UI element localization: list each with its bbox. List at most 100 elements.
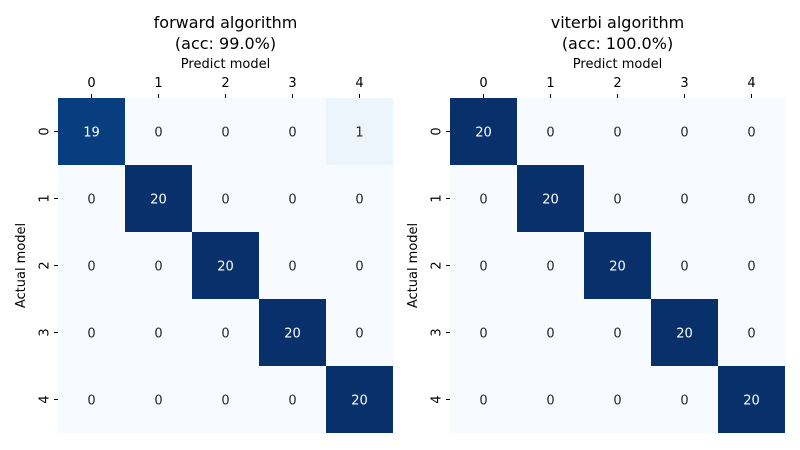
y-axis-label: Actual model [406,223,421,308]
x-tick-label: 1 [546,76,554,91]
heatmap-cell [125,366,192,433]
y-tick-label: 1 [38,194,53,202]
heatmap-cell [259,299,326,366]
cell-value-label: 0 [221,394,229,409]
y-tick-label: 0 [430,127,445,135]
cell-value-label: 0 [680,193,688,208]
heatmap-cell [517,98,584,165]
cell-value-label: 0 [154,126,162,141]
cell-value-label: 0 [613,327,621,342]
heatmap-panel-0: forward algorithm (acc: 99.0%) Predict mod… [14,13,393,433]
cell-value-label: 1 [355,126,363,141]
y-tick-label: 4 [38,395,53,403]
heatmap-cell [259,165,326,232]
heatmap-cell [651,299,718,366]
cell-value-label: 19 [83,126,100,141]
cell-value-label: 20 [284,327,301,342]
cell-value-label: 0 [613,126,621,141]
x-tick-label: 3 [680,76,688,91]
heatmap-cell [326,299,393,366]
cell-value-label: 0 [546,327,554,342]
y-tick-label: 0 [38,127,53,135]
heatmap-cell [584,98,651,165]
cell-value-label: 0 [613,394,621,409]
chart-title-line-0: forward algorithm [154,13,298,32]
y-tick-label: 2 [38,261,53,269]
heatmap-cell [326,165,393,232]
heatmap-cell [450,366,517,433]
heatmap-cell [125,299,192,366]
cell-value-label: 20 [475,126,492,141]
cell-value-label: 0 [546,126,554,141]
cell-value-label: 0 [747,327,755,342]
heatmap-cell [718,232,785,299]
cell-value-label: 0 [680,260,688,275]
heatmap-cell [651,165,718,232]
heatmap-cell [584,299,651,366]
cell-value-label: 20 [217,260,234,275]
cell-value-label: 0 [221,193,229,208]
x-tick-label: 3 [288,76,296,91]
cell-value-label: 0 [154,260,162,275]
cell-value-label: 0 [680,126,688,141]
heatmap-cell [58,366,125,433]
heatmap-cell [58,232,125,299]
y-tick-label: 3 [430,328,445,336]
cell-value-label: 0 [87,193,95,208]
cell-value-label: 0 [747,126,755,141]
x-tick-label: 2 [613,76,621,91]
cell-value-label: 0 [221,126,229,141]
cell-value-label: 0 [479,193,487,208]
heatmap-cell [192,98,259,165]
cell-value-label: 0 [747,193,755,208]
heatmap-cell [584,165,651,232]
cell-value-label: 0 [479,394,487,409]
y-tick-label: 1 [430,194,445,202]
heatmap-panel-1: viterbi algorithm (acc: 100.0%) Predict mo… [406,13,785,433]
cell-value-label: 0 [288,394,296,409]
y-tick-label: 4 [430,395,445,403]
heatmap-cell [58,98,125,165]
heatmap-cell [125,232,192,299]
heatmap-cell [192,366,259,433]
x-tick-label: 4 [747,76,755,91]
cell-value-label: 20 [351,394,368,409]
cell-value-label: 0 [87,260,95,275]
x-axis-label: Predict model [573,57,662,72]
heatmap-cell [192,232,259,299]
heatmap-cell [718,98,785,165]
heatmap-cell [718,366,785,433]
heatmap-cell [450,98,517,165]
heatmap-cell [125,165,192,232]
heatmap-cell [651,366,718,433]
heatmap-cell [58,165,125,232]
heatmap-cell [259,98,326,165]
cell-value-label: 0 [613,193,621,208]
cell-value-label: 0 [87,394,95,409]
heatmap-cell [517,232,584,299]
x-tick-label: 0 [479,76,487,91]
cell-value-label: 0 [221,327,229,342]
y-tick-label: 3 [38,328,53,336]
cell-value-label: 0 [288,260,296,275]
heatmap-cell [517,299,584,366]
cell-value-label: 0 [680,394,688,409]
chart-title-line-0: viterbi algorithm [551,13,685,32]
cell-value-label: 20 [609,260,626,275]
heatmap-cell [450,299,517,366]
heatmap-cell [718,165,785,232]
cell-value-label: 0 [355,193,363,208]
heatmap-cell [651,98,718,165]
heatmap-cell [192,299,259,366]
heatmap-cell [450,232,517,299]
cell-value-label: 0 [288,126,296,141]
heatmap-cell [584,232,651,299]
cell-value-label: 0 [355,260,363,275]
cell-value-label: 20 [150,193,167,208]
cell-value-label: 0 [546,260,554,275]
heatmap-cell [259,366,326,433]
x-tick-label: 2 [221,76,229,91]
cell-value-label: 0 [546,394,554,409]
y-tick-label: 2 [430,261,445,269]
cell-value-label: 0 [154,394,162,409]
